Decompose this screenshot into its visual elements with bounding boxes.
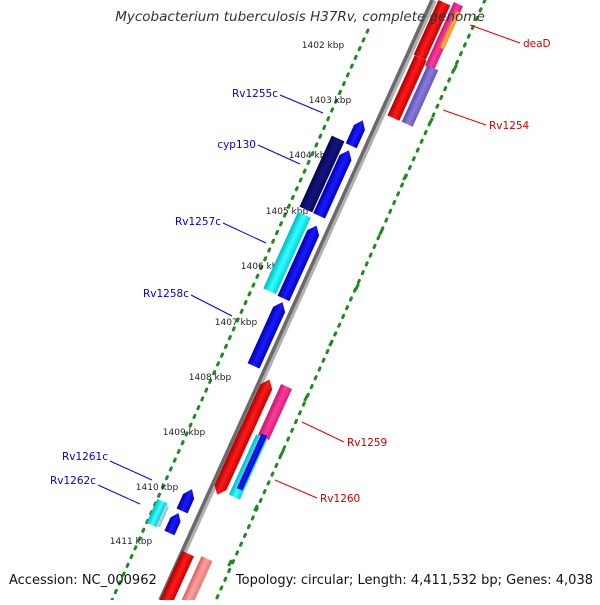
tick-label: 1402 kbp xyxy=(302,41,345,51)
tick-label: 1410 kbp xyxy=(136,483,179,493)
leader-Rv1260 xyxy=(274,479,318,499)
outer-tick-mark xyxy=(303,394,309,402)
map-title: Mycobacterium tuberculosis H37Rv, comple… xyxy=(115,9,485,25)
Rv1261c-gene[interactable] xyxy=(176,487,198,514)
tick-label: 1407 kbp xyxy=(215,318,258,328)
tick-label: 1403 kbp xyxy=(309,96,352,106)
outer-tick-mark xyxy=(378,228,384,236)
genome-backbone-shadow xyxy=(159,0,437,602)
tick-label: 1404 kbp xyxy=(289,151,332,161)
gene-label-Rv1259[interactable]: Rv1259 xyxy=(347,437,387,449)
gene-label-deaD[interactable]: deaD xyxy=(523,38,551,50)
outer-tick-track xyxy=(214,0,487,602)
deaD-gene-fwd[interactable] xyxy=(413,0,451,61)
accession-label: Accession: NC_000962 xyxy=(9,573,157,588)
Rv1257c-gene-blue[interactable] xyxy=(277,223,323,302)
outer-tick-mark xyxy=(328,339,334,347)
gene-label-cyp130[interactable]: cyp130 xyxy=(217,139,256,151)
Rv1255c-gene[interactable] xyxy=(345,118,368,149)
label-leader-lines xyxy=(97,24,521,505)
gene-label-Rv1261c[interactable]: Rv1261c xyxy=(62,451,108,463)
gene-label-Rv1262c[interactable]: Rv1262c xyxy=(50,475,96,487)
bottom-gene-salmon[interactable] xyxy=(177,556,213,605)
Rv1262c-gene-blue[interactable] xyxy=(164,511,183,536)
tick-label: 1406 kbp xyxy=(241,262,284,272)
Rv1260-gene-red[interactable] xyxy=(211,426,253,498)
leader-Rv1259 xyxy=(301,421,345,443)
Rv1254-gene-purple[interactable] xyxy=(401,65,439,127)
gene-label-Rv1257c[interactable]: Rv1257c xyxy=(175,216,221,228)
leader-Rv1257c xyxy=(222,222,267,244)
leader-cyp130 xyxy=(257,144,301,165)
bottom-gene-red[interactable] xyxy=(158,550,194,605)
outer-tick-mark xyxy=(428,117,434,125)
outer-tick-mark xyxy=(354,283,360,291)
tick-label: 1405 kbp xyxy=(266,207,309,217)
leader-Rv1262c xyxy=(97,484,141,505)
gene-label-Rv1254[interactable]: Rv1254 xyxy=(489,120,530,132)
Rv1258c-gene[interactable] xyxy=(247,299,289,369)
leader-deaD xyxy=(469,24,521,44)
tick-label: 1411 kbp xyxy=(110,537,153,547)
Rv1260-gene-blue[interactable] xyxy=(236,433,268,491)
genome-backbone xyxy=(158,0,434,601)
Rv1259-gene-pink[interactable] xyxy=(257,384,293,440)
tick-label: 1409 kbp xyxy=(163,428,206,438)
outer-tick-mark xyxy=(227,559,233,567)
cyp130-gene-blue[interactable] xyxy=(313,148,355,219)
deaD-gene-orange[interactable] xyxy=(439,10,461,50)
outer-tick-mark xyxy=(279,449,285,457)
Rv1262c-gene-cyan[interactable] xyxy=(146,498,168,528)
Rv1257c-gene[interactable] xyxy=(263,211,311,295)
leader-Rv1254 xyxy=(442,109,487,126)
cyp130-gene[interactable] xyxy=(299,135,345,213)
leader-Rv1258c xyxy=(190,294,233,317)
leader-Rv1255c xyxy=(279,94,324,114)
outer-tick-mark xyxy=(253,504,259,512)
leader-Rv1261c xyxy=(109,460,153,481)
gene-label-Rv1258c[interactable]: Rv1258c xyxy=(143,288,189,300)
Rv1254-gene-red[interactable] xyxy=(387,55,427,121)
genome-summary: Topology: circular; Length: 4,411,532 bp… xyxy=(235,573,593,588)
outer-tick-mark xyxy=(452,64,458,72)
Rv1259-gene-red[interactable] xyxy=(240,377,276,434)
outer-tick-mark xyxy=(402,173,408,181)
gene-label-Rv1260[interactable]: Rv1260 xyxy=(320,493,360,505)
tick-label: 1408 kbp xyxy=(189,373,232,383)
Rv1262c-gene-teal[interactable] xyxy=(155,504,169,528)
gene-label-Rv1255c[interactable]: Rv1255c xyxy=(232,88,278,100)
